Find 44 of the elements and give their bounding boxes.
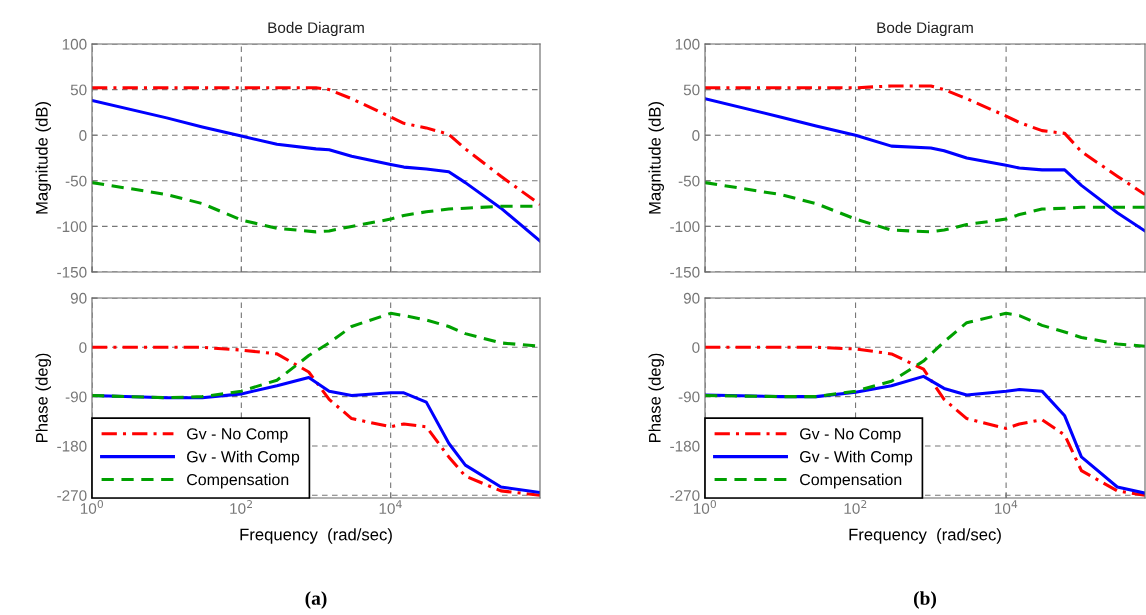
y-tick-label: -150 [670,266,700,278]
chart-title: Bode Diagram [877,21,973,37]
x-tick-label: 10$^{0}$ [80,500,104,514]
x-tick-label: 10$^{2}$ [844,500,867,514]
y-tick-label: -270 [57,490,87,501]
y-tick-label: 0 [692,130,700,141]
legend-label: Gv - With Comp [187,450,300,466]
legend-label: Gv - No Comp [800,428,901,443]
y-tick-label: -150 [57,266,87,278]
legend-label: Gv - With Comp [800,450,913,466]
y-axis-title: Phase (deg) [35,353,52,443]
y-tick-label: -90 [65,391,87,403]
y-axis-title: Magnitude (dB) [35,102,52,214]
x-tick-label: 10$^{4}$ [995,500,1018,514]
y-axis-title: Phase (deg) [648,353,665,443]
y-axis-title: Magnitude (dB) [648,102,665,214]
y-tick-label: 50 [70,84,87,96]
y-tick-label: -50 [65,175,87,187]
legend-label: Compensation [187,473,289,489]
y-tick-label: -100 [57,221,87,233]
y-tick-label: 50 [683,84,700,96]
y-tick-label: 90 [683,292,700,304]
y-tick-label: 0 [79,130,87,141]
x-tick-label: 10$^{0}$ [693,500,717,514]
y-tick-label: 100 [675,38,700,50]
y-tick-label: -100 [670,221,700,233]
text: (a) [305,591,327,609]
y-tick-label: 90 [70,292,87,304]
x-axis-title: Frequency (rad/sec) [849,528,1001,544]
y-tick-label: 0 [692,342,700,353]
y-tick-label: 0 [79,342,87,353]
y-tick-label: -90 [678,391,700,403]
legend-label: Gv - No Comp [187,428,288,443]
x-tick-label: 10$^{4}$ [379,500,402,514]
y-tick-label: 100 [62,38,87,50]
x-axis-title: Frequency (rad/sec) [240,528,392,544]
y-tick-label: -50 [678,175,700,187]
text: (b) [913,591,937,609]
chart-title: Bode Diagram [268,21,364,37]
y-tick-label: -180 [57,440,87,452]
y-tick-label: -180 [670,440,700,452]
x-tick-label: 10$^{2}$ [230,500,252,514]
y-tick-label: -270 [670,490,700,501]
legend-label: Compensation [800,473,902,489]
